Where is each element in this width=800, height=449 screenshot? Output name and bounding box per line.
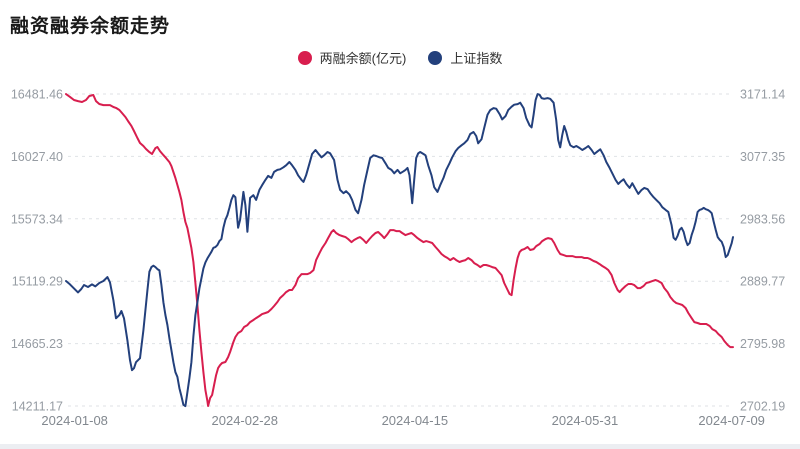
right-axis-tick: 2889.77 — [740, 275, 785, 289]
left-axis-tick: 14665.23 — [11, 337, 63, 351]
left-axis-tick: 16481.46 — [11, 88, 63, 102]
x-axis-tick: 2024-07-09 — [698, 413, 765, 428]
legend-label-shanghai-index: 上证指数 — [450, 51, 503, 66]
legend-item-shanghai-index[interactable]: 上证指数 — [428, 48, 502, 67]
right-axis-tick: 3171.14 — [740, 88, 785, 102]
shanghai-index-line[interactable] — [65, 93, 734, 408]
x-axis-tick: 2024-01-08 — [41, 413, 108, 428]
shanghai-index-dot-icon — [428, 50, 443, 65]
legend-item-margin-balance[interactable]: 两融余额(亿元) — [297, 48, 407, 67]
margin-balance-dot-icon — [297, 50, 312, 65]
left-axis-tick: 16027.40 — [11, 150, 63, 164]
right-axis-tick: 2702.19 — [740, 400, 785, 414]
chart-title: 融资融券余额走势 — [10, 16, 171, 37]
x-axis-tick: 2024-02-28 — [212, 413, 279, 428]
bottom-divider — [0, 444, 800, 449]
chart-legend: 两融余额(亿元) 上证指数 — [0, 48, 800, 67]
left-axis-tick: 15119.29 — [12, 275, 63, 289]
x-axis-tick: 2024-04-15 — [382, 413, 449, 428]
x-axis-tick: 2024-05-31 — [552, 413, 619, 428]
right-axis-tick: 2795.98 — [740, 337, 785, 351]
margin-balance-line[interactable] — [65, 93, 734, 407]
right-axis-tick: 2983.56 — [740, 212, 785, 226]
legend-label-margin-balance: 两融余额(亿元) — [319, 51, 407, 66]
left-axis-tick: 15573.34 — [11, 212, 63, 226]
right-axis-tick: 3077.35 — [740, 150, 785, 164]
left-axis-tick: 14211.17 — [12, 400, 63, 414]
